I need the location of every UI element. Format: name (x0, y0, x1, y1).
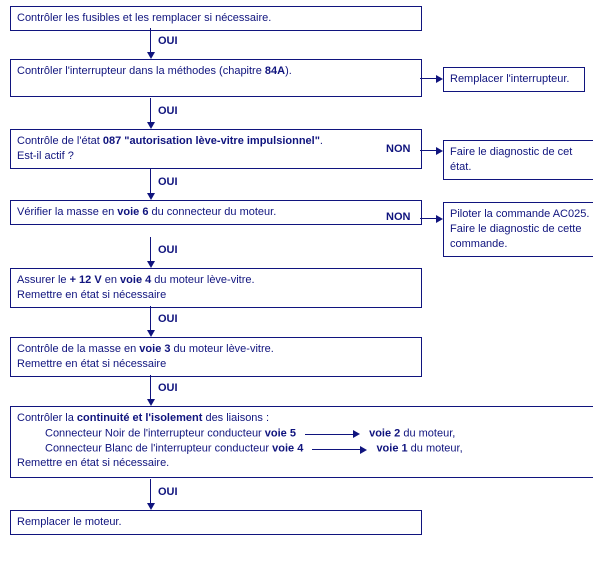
step-diagnose-state: Faire le diagnostic de cet état. (443, 140, 593, 180)
b1: + 12 V (70, 274, 102, 286)
label-oui: OUI (158, 244, 178, 256)
l1post: du moteur, (400, 427, 455, 439)
intro-pre: Contrôler la (17, 412, 77, 424)
step-check-state-087: Contrôle de l'état 087 "autorisation lèv… (10, 129, 422, 169)
arrow-down-icon (147, 122, 155, 129)
t2: du moteur lève-vitre. (170, 343, 273, 355)
t4: Remettre en état si nécessaire (17, 289, 166, 301)
arrow-down-icon (147, 330, 155, 337)
step-check-ground-voie3: Contrôle de la masse en voie 3 du moteur… (10, 337, 422, 377)
step-check-fuses: Contrôler les fusibles et les remplacer … (10, 6, 422, 31)
arrow-down-icon (147, 261, 155, 268)
connector-line (150, 169, 151, 193)
l2post: du moteur, (408, 442, 463, 454)
text-line2: Est-il actif ? (17, 150, 74, 162)
l1b1: voie 5 (265, 427, 296, 439)
b2: voie 4 (120, 274, 151, 286)
l1a: Connecteur Noir de l'interrupteur conduc… (45, 427, 265, 439)
intro-post: des liaisons : (202, 412, 269, 424)
connector-line (150, 479, 151, 503)
connector-line (150, 28, 151, 52)
text-post: ). (285, 65, 292, 77)
l2b2: voie 1 (376, 442, 407, 454)
t3: Remettre en état si nécessaire (17, 358, 166, 370)
text: Faire le diagnostic de cet état. (450, 146, 572, 173)
text: Contrôler les fusibles et les remplacer … (17, 12, 271, 24)
arrow-down-icon (147, 193, 155, 200)
b1: voie 3 (139, 343, 170, 355)
text-post: . (320, 135, 323, 147)
connector-line (150, 237, 151, 261)
step-replace-switch: Remplacer l'interrupteur. (443, 67, 585, 92)
step-check-ground-voie6: Vérifier la masse en voie 6 du connecteu… (10, 200, 422, 225)
label-oui: OUI (158, 176, 178, 188)
text-post: du connecteur du moteur. (148, 206, 276, 218)
label-oui: OUI (158, 313, 178, 325)
label-oui: OUI (158, 382, 178, 394)
text-bold: 087 "autorisation lève-vitre impulsionne… (103, 135, 320, 147)
text-l2: Faire le diagnostic de cette commande. (450, 223, 581, 250)
text-l1: Piloter la commande AC025. (450, 208, 589, 220)
t3: du moteur lève-vitre. (151, 274, 254, 286)
l1b2: voie 2 (369, 427, 400, 439)
label-oui: OUI (158, 105, 178, 117)
text: Remplacer l'interrupteur. (450, 73, 570, 85)
connector-line (150, 98, 151, 122)
text-pre: Vérifier la masse en (17, 206, 117, 218)
arrow-right-icon (353, 430, 360, 438)
label-oui: OUI (158, 486, 178, 498)
step-check-continuity: Contrôler la continuité et l'isolement d… (10, 406, 593, 478)
arrow-right-icon (360, 446, 367, 454)
arrow-down-icon (147, 399, 155, 406)
step-check-12v-voie4: Assurer le + 12 V en voie 4 du moteur lè… (10, 268, 422, 308)
arrow-down-icon (147, 52, 155, 59)
text: Remplacer le moteur. (17, 516, 122, 528)
arrow-right-icon (436, 215, 443, 223)
arrow-right-icon (436, 75, 443, 83)
l2b1: voie 4 (272, 442, 303, 454)
label-non: NON (386, 211, 410, 223)
t1: Contrôle de la masse en (17, 343, 139, 355)
text-bold: 84A (265, 65, 285, 77)
text-bold: voie 6 (117, 206, 148, 218)
text-pre: Contrôle de l'état (17, 135, 103, 147)
text-pre: Contrôler l'interrupteur dans la méthode… (17, 65, 265, 77)
l2a: Connecteur Blanc de l'interrupteur condu… (45, 442, 272, 454)
step-check-switch: Contrôler l'interrupteur dans la méthode… (10, 59, 422, 97)
connector-line (150, 375, 151, 399)
t1: Assurer le (17, 274, 70, 286)
intro-bold: continuité et l'isolement (77, 412, 202, 424)
step-pilot-ac025: Piloter la commande AC025. Faire le diag… (443, 202, 593, 257)
connector-line (150, 306, 151, 330)
arrow-right-icon (436, 147, 443, 155)
outro: Remettre en état si nécessaire. (17, 457, 169, 469)
t2: en (102, 274, 120, 286)
arrow-down-icon (147, 503, 155, 510)
label-non: NON (386, 143, 410, 155)
label-oui: OUI (158, 35, 178, 47)
step-replace-motor: Remplacer le moteur. (10, 510, 422, 535)
